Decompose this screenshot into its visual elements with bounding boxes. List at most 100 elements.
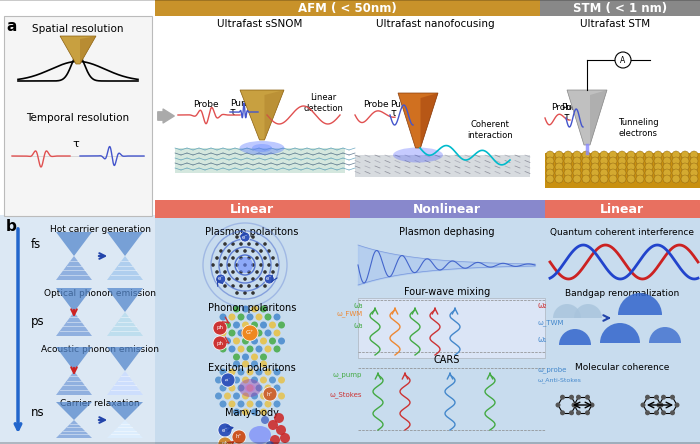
Circle shape <box>228 369 235 376</box>
Circle shape <box>609 175 617 183</box>
Circle shape <box>216 274 226 284</box>
Text: Quantum coherent interference: Quantum coherent interference <box>550 227 694 237</box>
Text: a: a <box>6 19 16 34</box>
Text: A: A <box>620 56 626 64</box>
Circle shape <box>246 385 253 392</box>
Circle shape <box>564 157 572 165</box>
Circle shape <box>235 263 239 267</box>
Circle shape <box>271 256 275 260</box>
Circle shape <box>546 163 554 171</box>
Circle shape <box>264 274 274 284</box>
Circle shape <box>681 151 689 159</box>
Text: Pump: Pump <box>561 103 587 111</box>
Circle shape <box>267 249 271 253</box>
Circle shape <box>220 329 227 337</box>
Bar <box>4 16 152 216</box>
Circle shape <box>278 377 285 384</box>
Text: Optical phonon emission: Optical phonon emission <box>44 289 156 297</box>
Text: ph: ph <box>221 441 228 444</box>
Circle shape <box>220 345 227 353</box>
Text: Acoustic phonon emission: Acoustic phonon emission <box>41 345 159 354</box>
Circle shape <box>571 403 577 408</box>
Circle shape <box>681 157 689 165</box>
Polygon shape <box>56 402 92 420</box>
Circle shape <box>224 321 231 329</box>
Text: AFM ( < 50nm): AFM ( < 50nm) <box>298 1 397 15</box>
Polygon shape <box>107 288 143 312</box>
Circle shape <box>237 329 244 337</box>
Circle shape <box>654 410 659 415</box>
Circle shape <box>560 410 565 415</box>
Circle shape <box>269 392 276 400</box>
Polygon shape <box>56 420 92 438</box>
Circle shape <box>242 321 249 329</box>
Circle shape <box>645 395 650 400</box>
Circle shape <box>265 369 272 376</box>
Circle shape <box>636 151 644 159</box>
Polygon shape <box>107 371 143 395</box>
Circle shape <box>582 169 590 177</box>
Circle shape <box>242 353 249 361</box>
Circle shape <box>242 325 258 341</box>
Circle shape <box>690 151 698 159</box>
Circle shape <box>215 270 219 274</box>
Circle shape <box>654 163 662 171</box>
Circle shape <box>640 403 645 408</box>
Circle shape <box>645 163 653 171</box>
Circle shape <box>251 263 255 267</box>
Circle shape <box>256 385 262 392</box>
Bar <box>175 148 345 173</box>
Circle shape <box>251 277 255 281</box>
Circle shape <box>256 270 259 274</box>
Circle shape <box>681 175 689 183</box>
Circle shape <box>260 321 267 329</box>
Circle shape <box>259 249 262 253</box>
Circle shape <box>263 242 267 246</box>
Ellipse shape <box>249 426 271 444</box>
Circle shape <box>251 392 258 400</box>
Circle shape <box>247 284 251 288</box>
Circle shape <box>645 175 653 183</box>
Bar <box>0 215 700 444</box>
Ellipse shape <box>237 257 253 273</box>
Circle shape <box>256 345 262 353</box>
Circle shape <box>564 175 572 183</box>
Circle shape <box>672 169 680 177</box>
Circle shape <box>224 392 231 400</box>
Bar <box>155 200 350 218</box>
Polygon shape <box>56 312 92 336</box>
Circle shape <box>242 377 249 384</box>
Circle shape <box>591 163 599 171</box>
Circle shape <box>274 369 281 376</box>
Wedge shape <box>618 293 662 315</box>
Circle shape <box>269 337 276 345</box>
Polygon shape <box>265 90 284 140</box>
Circle shape <box>228 345 235 353</box>
Text: Plasmon polaritons: Plasmon polaritons <box>205 227 299 237</box>
Circle shape <box>609 157 617 165</box>
Text: ph: ph <box>216 325 223 330</box>
Circle shape <box>663 157 671 165</box>
Circle shape <box>591 169 599 177</box>
Text: Ultrafast sSNOM: Ultrafast sSNOM <box>217 19 302 29</box>
Circle shape <box>615 52 631 68</box>
Circle shape <box>243 235 247 239</box>
Wedge shape <box>574 304 602 318</box>
Circle shape <box>228 385 235 392</box>
Circle shape <box>591 175 599 183</box>
Circle shape <box>576 410 581 415</box>
Circle shape <box>246 369 253 376</box>
Text: Exciton polaritons: Exciton polaritons <box>208 363 296 373</box>
Text: Linear: Linear <box>230 202 274 215</box>
Circle shape <box>228 277 231 281</box>
Circle shape <box>600 169 608 177</box>
Circle shape <box>546 169 554 177</box>
Text: ω_probe: ω_probe <box>538 367 568 373</box>
Circle shape <box>585 395 590 400</box>
Circle shape <box>243 277 247 281</box>
Circle shape <box>235 277 239 281</box>
Circle shape <box>221 373 235 387</box>
Text: ω_pump: ω_pump <box>332 372 362 378</box>
Circle shape <box>215 337 222 345</box>
Circle shape <box>235 235 239 239</box>
